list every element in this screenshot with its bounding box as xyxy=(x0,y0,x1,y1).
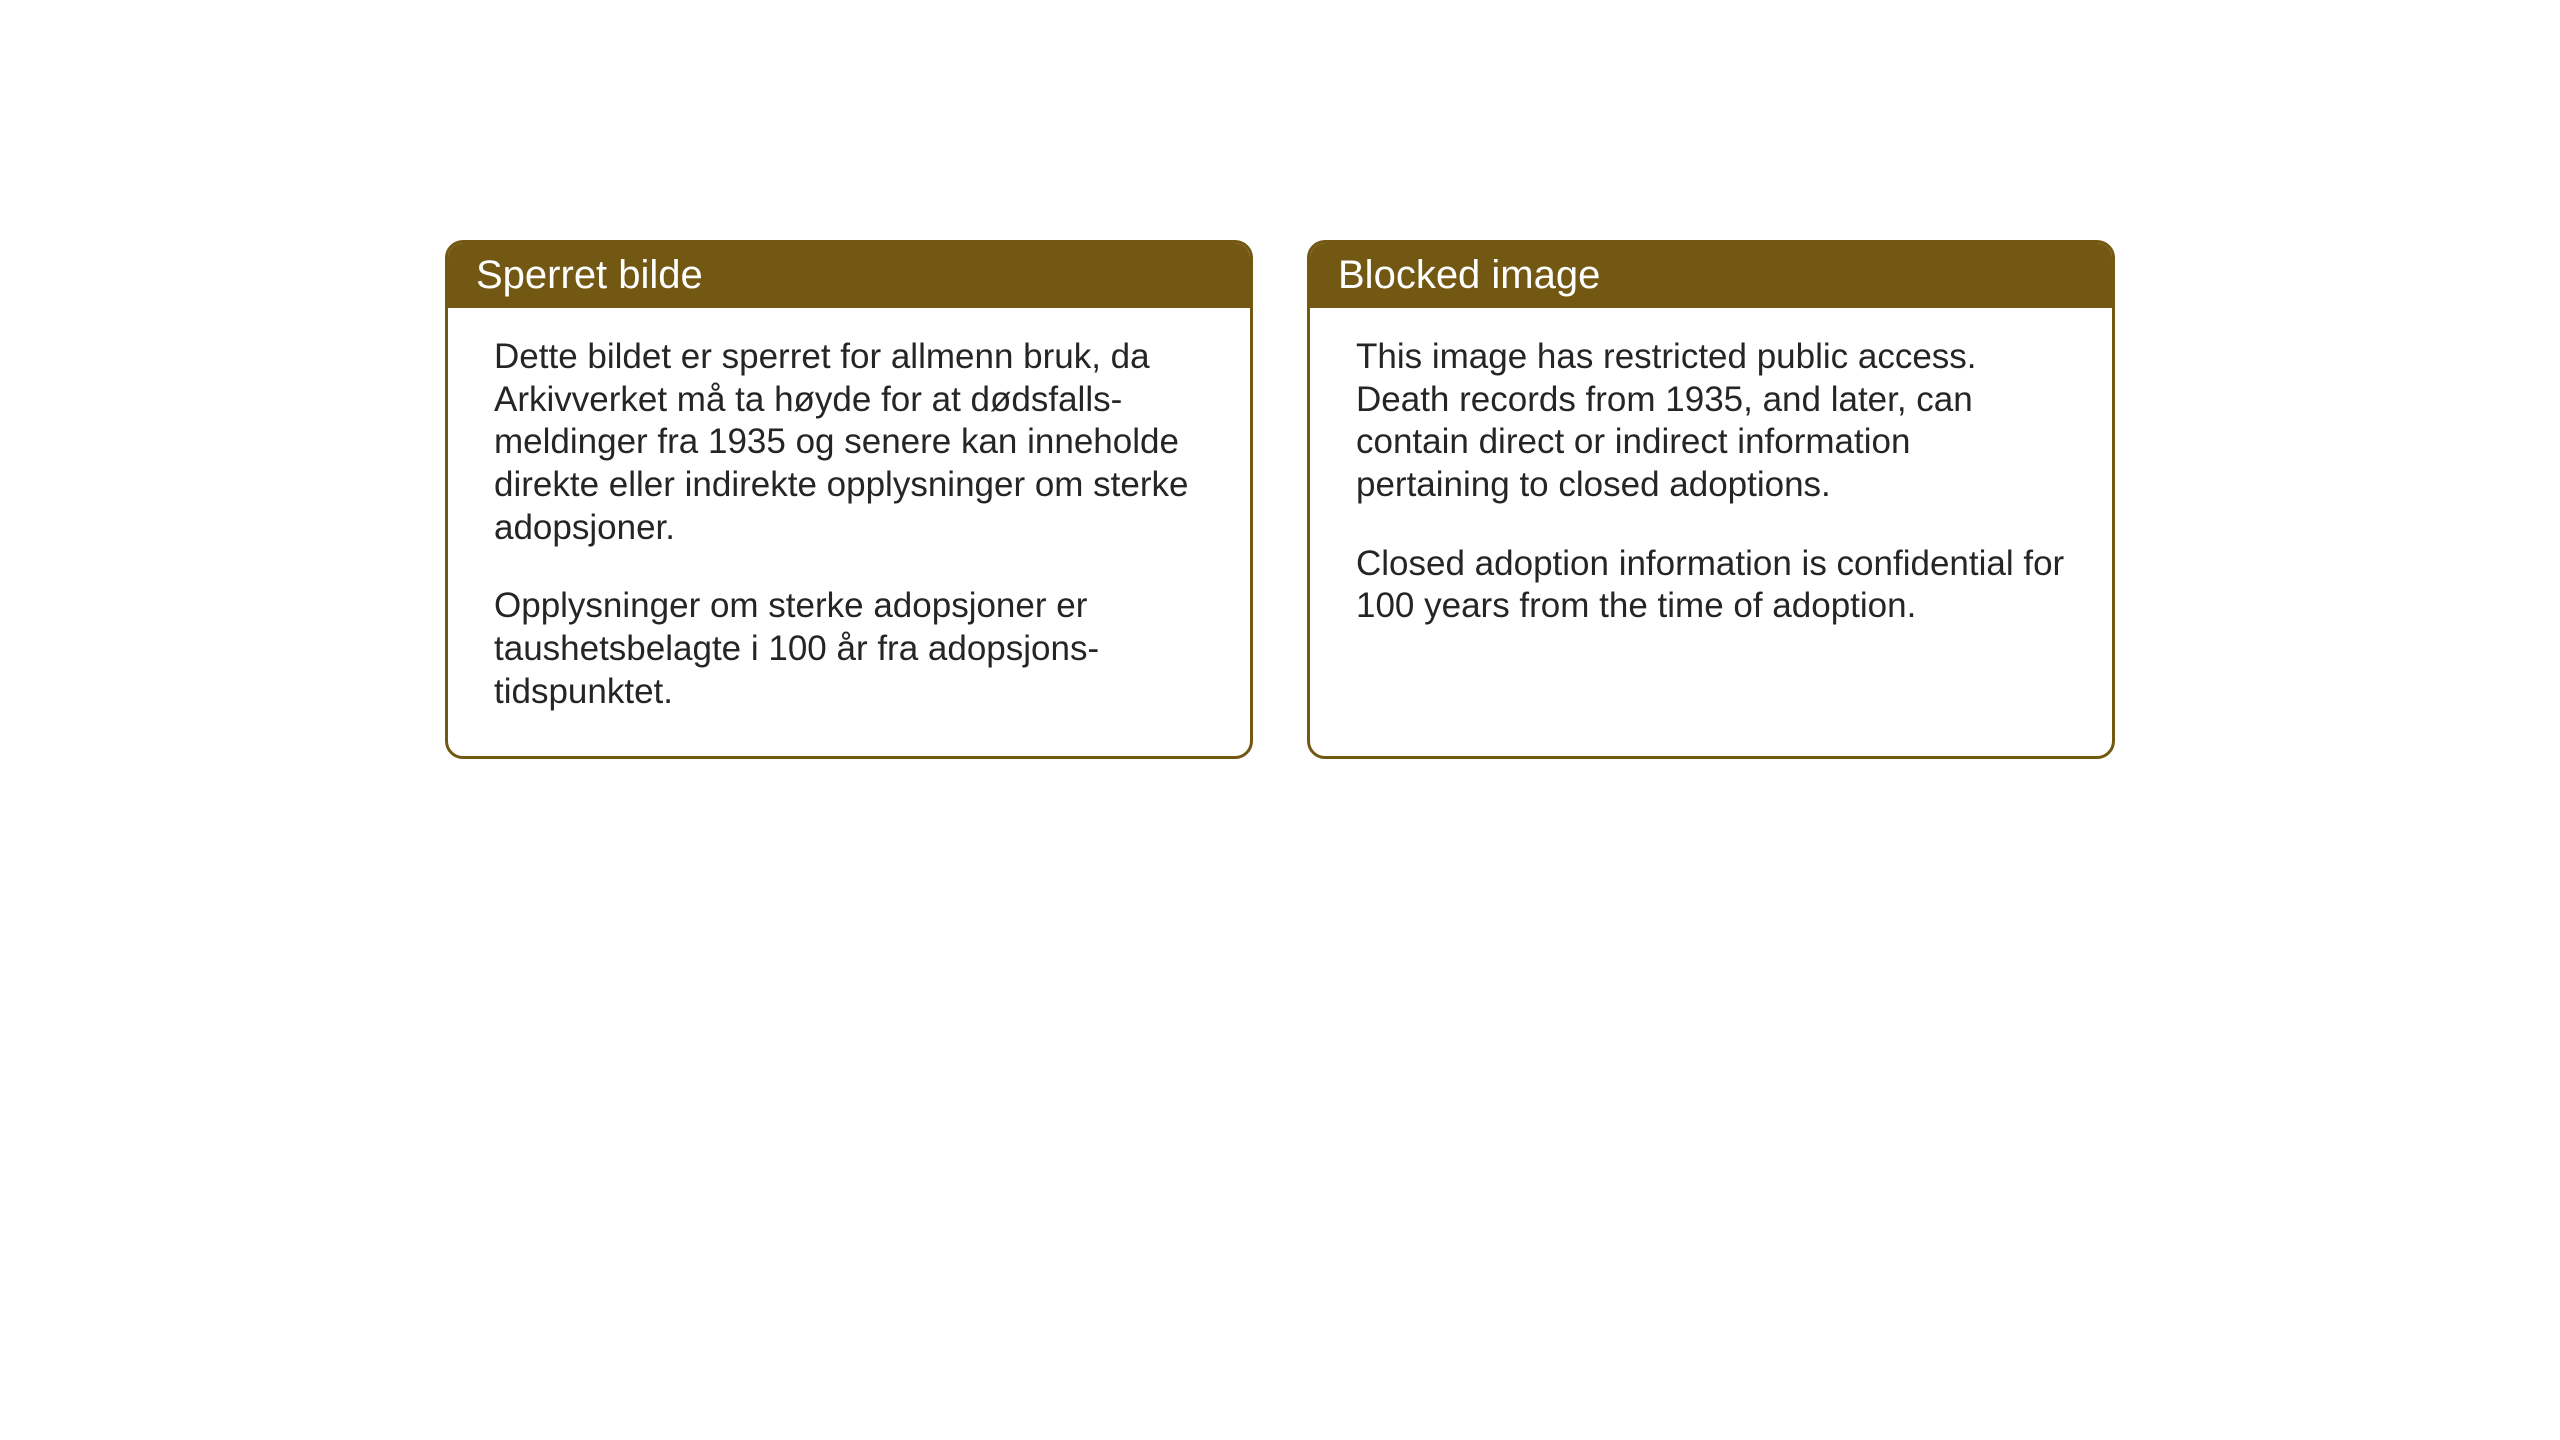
norwegian-title: Sperret bilde xyxy=(476,253,703,297)
english-paragraph-1: This image has restricted public access.… xyxy=(1356,336,2066,507)
english-notice-header: Blocked image xyxy=(1310,243,2112,308)
english-notice-body: This image has restricted public access.… xyxy=(1310,308,2112,708)
english-title: Blocked image xyxy=(1338,253,1600,297)
norwegian-paragraph-1: Dette bildet er sperret for allmenn bruk… xyxy=(494,336,1204,549)
norwegian-notice-body: Dette bildet er sperret for allmenn bruk… xyxy=(448,308,1250,756)
norwegian-notice-box: Sperret bilde Dette bildet er sperret fo… xyxy=(445,240,1253,759)
norwegian-notice-header: Sperret bilde xyxy=(448,243,1250,308)
notice-container: Sperret bilde Dette bildet er sperret fo… xyxy=(445,240,2115,759)
norwegian-paragraph-2: Opplysninger om sterke adopsjoner er tau… xyxy=(494,585,1204,713)
english-notice-box: Blocked image This image has restricted … xyxy=(1307,240,2115,759)
english-paragraph-2: Closed adoption information is confident… xyxy=(1356,543,2066,628)
